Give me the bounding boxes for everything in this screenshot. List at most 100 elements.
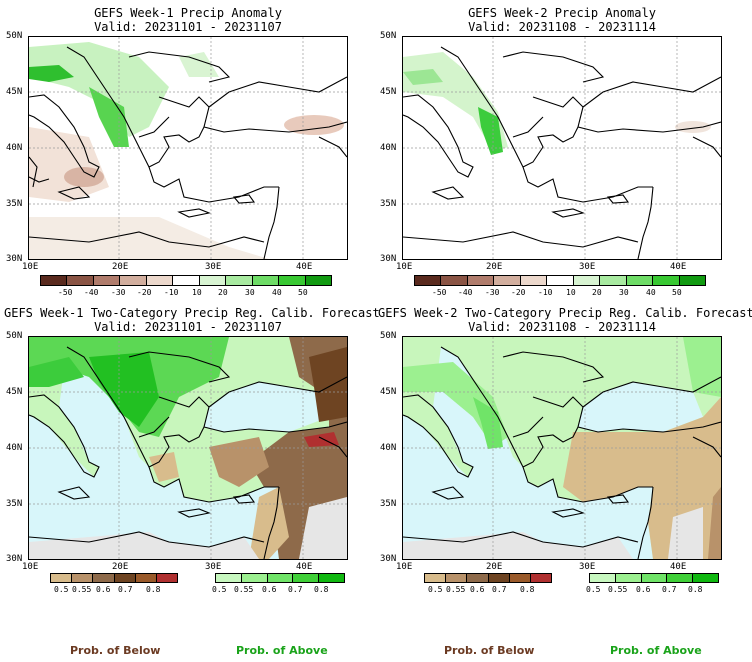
gridlines xyxy=(29,37,347,259)
prob-above-colorbar xyxy=(589,573,719,583)
lat-tick: 50N xyxy=(380,331,397,341)
lat-tick: 40N xyxy=(6,443,23,453)
colorbar-label: 0.7 xyxy=(288,585,303,594)
lon-tick: 20E xyxy=(486,562,503,572)
colorbar-label: -30 xyxy=(485,288,500,297)
lat-tick: 50N xyxy=(6,31,23,41)
lat-tick: 35N xyxy=(6,199,23,209)
colorbar-label: 0.55 xyxy=(608,585,628,594)
colorbar-label: -20 xyxy=(137,288,152,297)
colorbar-label: -20 xyxy=(511,288,526,297)
gridlines xyxy=(403,337,721,559)
colorbar-label: 40 xyxy=(272,288,282,297)
dry-anomaly xyxy=(29,217,269,259)
prob-above-label: Prob. of Above xyxy=(610,644,702,657)
colorbar-label: 30 xyxy=(619,288,629,297)
prob-above xyxy=(403,362,508,447)
coastlines xyxy=(403,346,721,559)
colorbar-label: 40 xyxy=(646,288,656,297)
lon-tick: 30E xyxy=(205,562,222,572)
colorbar-label: 0.7 xyxy=(118,585,133,594)
lon-tick: 30E xyxy=(205,262,222,272)
prob-above-colorbar xyxy=(215,573,345,583)
colorbar-label: 0.5 xyxy=(428,585,443,594)
anomaly-colorbar xyxy=(40,275,332,286)
sea xyxy=(578,382,703,432)
lat-tick: 45N xyxy=(6,87,23,97)
lat-tick: 35N xyxy=(380,199,397,209)
colorbar-label: 0.6 xyxy=(470,585,485,594)
colorbar-label: 0.5 xyxy=(586,585,601,594)
colorbar-label: 10 xyxy=(192,288,202,297)
panel4-title: GEFS Week-2 Two-Category Precip Reg. Cal… xyxy=(378,306,752,320)
map-svg xyxy=(403,37,721,259)
colorbar-label: 0.6 xyxy=(636,585,651,594)
colorbar-label: 0.8 xyxy=(688,585,703,594)
colorbar-label: 20 xyxy=(592,288,602,297)
colorbar-label: 0.55 xyxy=(234,585,254,594)
colorbar-label: 0.8 xyxy=(520,585,535,594)
colorbar-label: -40 xyxy=(84,288,99,297)
lon-tick: 20E xyxy=(112,562,129,572)
sea xyxy=(204,382,329,432)
colorbar-label: 0.7 xyxy=(662,585,677,594)
gridlines xyxy=(403,37,721,259)
dry-anomaly xyxy=(675,121,711,133)
lat-tick: 40N xyxy=(6,143,23,153)
colorbar-label: 0.6 xyxy=(262,585,277,594)
wet-anomaly xyxy=(179,52,219,77)
lat-tick: 50N xyxy=(380,31,397,41)
no-data xyxy=(299,497,347,559)
colorbar-label: -50 xyxy=(432,288,447,297)
anomaly-colorbar xyxy=(414,275,706,286)
prob-above xyxy=(29,357,84,387)
map-svg xyxy=(29,337,347,559)
prob-below-label: Prob. of Below xyxy=(70,644,161,657)
prob-below xyxy=(309,347,347,422)
dry-anomaly xyxy=(284,115,344,135)
lon-tick: 40E xyxy=(670,562,687,572)
panel4-valid: Valid: 20231108 - 20231114 xyxy=(468,320,656,334)
prob-below xyxy=(149,452,179,482)
colorbar-label: 30 xyxy=(245,288,255,297)
prob-below-colorbar xyxy=(50,573,178,583)
prob-above xyxy=(89,352,159,427)
lat-tick: 30N xyxy=(380,554,397,564)
panel3-map xyxy=(28,336,348,560)
coastlines xyxy=(403,46,721,259)
lat-tick: 40N xyxy=(380,443,397,453)
panel2-title: GEFS Week-2 Precip Anomaly xyxy=(468,6,656,20)
lat-tick: 35N xyxy=(380,499,397,509)
prob-above-label: Prob. of Above xyxy=(236,644,328,657)
colorbar-label: 50 xyxy=(298,288,308,297)
wet-anomaly xyxy=(29,42,169,137)
lat-tick: 30N xyxy=(380,254,397,264)
lat-tick: 45N xyxy=(380,87,397,97)
lon-tick: 40E xyxy=(296,262,313,272)
lon-tick: 10E xyxy=(22,262,39,272)
colorbar-label: 50 xyxy=(672,288,682,297)
wet-anomaly xyxy=(478,107,503,155)
dry-anomaly xyxy=(64,167,104,187)
colorbar-label: 0.8 xyxy=(314,585,329,594)
panel3-valid: Valid: 20231101 - 20231107 xyxy=(94,320,282,334)
colorbar-label: -40 xyxy=(458,288,473,297)
lon-tick: 40E xyxy=(670,262,687,272)
colorbar-label: 10 xyxy=(566,288,576,297)
prob-below-colorbar xyxy=(424,573,552,583)
lat-tick: 30N xyxy=(6,254,23,264)
panel1-map xyxy=(28,36,348,260)
colorbar-label: -50 xyxy=(58,288,73,297)
lon-tick: 10E xyxy=(22,562,39,572)
gridlines xyxy=(29,337,347,559)
no-data xyxy=(29,532,259,559)
colorbar-label: -30 xyxy=(111,288,126,297)
colorbar-label: -10 xyxy=(164,288,179,297)
panel1-valid: Valid: 20231101 - 20231107 xyxy=(94,20,282,34)
map-svg xyxy=(29,37,347,259)
panel2-valid: Valid: 20231108 - 20231114 xyxy=(468,20,656,34)
colorbar-label: 0.8 xyxy=(146,585,161,594)
lat-tick: 45N xyxy=(6,387,23,397)
coastlines xyxy=(29,46,347,259)
prob-below xyxy=(708,487,721,559)
